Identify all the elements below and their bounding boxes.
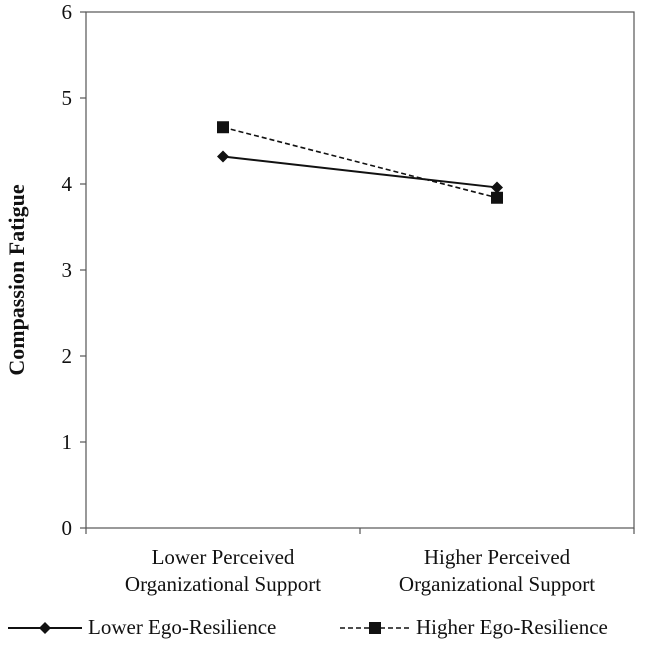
y-tick-label: 3 [62, 258, 73, 282]
axes [80, 11, 635, 534]
square-marker [491, 191, 503, 204]
y-tick-label: 4 [62, 172, 73, 196]
y-tick-label: 0 [62, 516, 73, 540]
plot-series [217, 121, 503, 204]
axis-labels: 0 1 2 3 4 5 6 Lower Perceived Organizational Sup… [4, 0, 595, 596]
legend-item: Higher Ego-Resilience [340, 615, 608, 639]
legend-item: Lower Ego-Resilience [8, 615, 276, 639]
y-tick-label: 1 [62, 430, 73, 454]
y-axis-title: Compassion Fatigue [4, 184, 29, 376]
square-marker [217, 121, 229, 134]
legend: Lower Ego-Resilience Higher Ego-Resilienc… [8, 615, 608, 639]
series-line [222, 155, 498, 189]
y-tick-label: 5 [62, 86, 73, 110]
y-tick-label: 6 [62, 0, 73, 24]
x-category-label-line: Organizational Support [125, 572, 321, 596]
x-category-label-line: Higher Perceived [424, 545, 571, 569]
x-category-label: Higher Perceived Organizational Support [399, 545, 595, 596]
series-solid [217, 150, 503, 194]
legend-label: Lower Ego-Resilience [88, 615, 276, 639]
legend-square-marker [369, 622, 381, 634]
y-tick-label: 2 [62, 344, 73, 368]
legend-diamond-marker [39, 622, 51, 634]
x-category-label-line: Lower Perceived [152, 545, 295, 569]
legend-label: Higher Ego-Resilience [416, 615, 608, 639]
diamond-marker [217, 150, 229, 163]
x-category-label-line: Organizational Support [399, 572, 595, 596]
series-line [222, 126, 498, 199]
diamond-marker [491, 181, 503, 194]
x-category-label: Lower Perceived Organizational Support [125, 545, 321, 596]
series-dashed [217, 121, 503, 204]
plot-area-frame [85, 11, 635, 529]
